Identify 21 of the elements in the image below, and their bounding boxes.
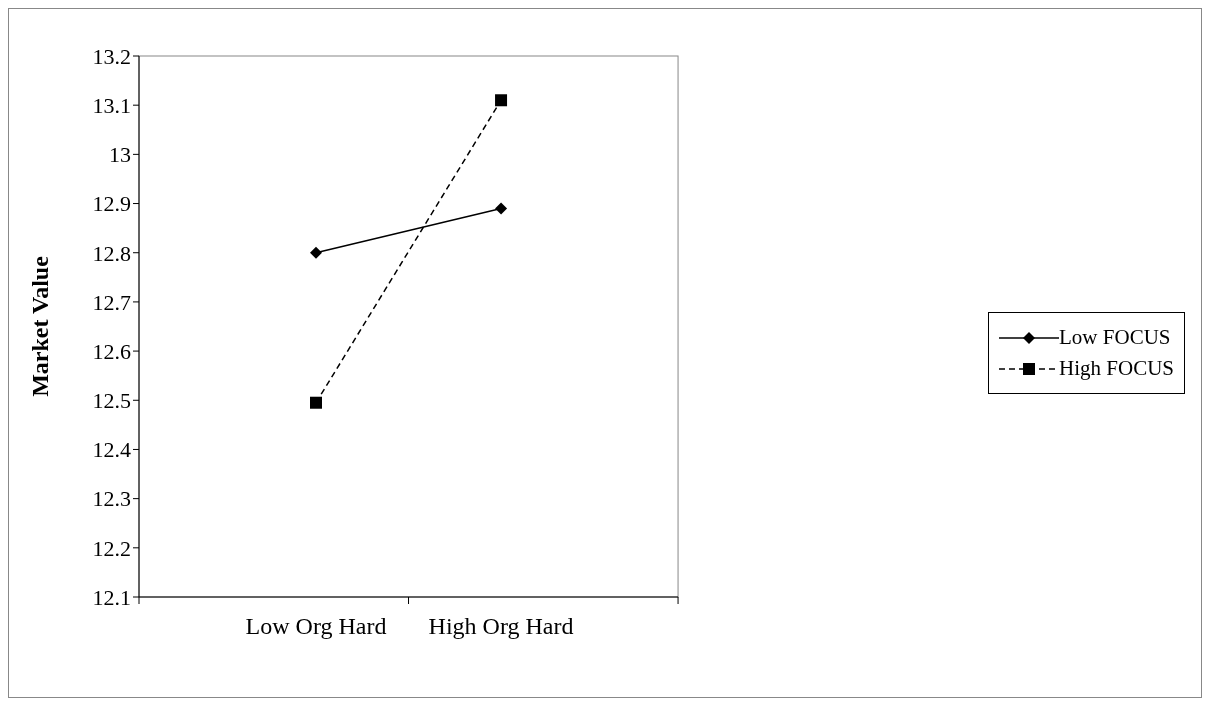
point — [495, 202, 508, 215]
y-tick-label: 12.3 — [92, 486, 131, 512]
y-tick-label: 13.2 — [92, 43, 131, 69]
y-tick-label: 12.7 — [92, 289, 131, 315]
x-tick-label: Low Org Hard — [245, 613, 387, 640]
x-tick-label: High Org Hard — [428, 613, 574, 640]
point — [495, 94, 508, 107]
y-axis-title: Market Value — [26, 255, 53, 397]
y-tick-label: 12.1 — [92, 584, 131, 610]
y-tick-label: 13.1 — [92, 92, 131, 118]
legend-label: Low FOCUS — [1059, 325, 1171, 350]
y-tick-label: 12.8 — [92, 240, 131, 266]
y-tick-label: 12.4 — [92, 437, 131, 463]
y-tick-label: 12.2 — [92, 535, 131, 561]
y-tick-label: 12.9 — [92, 191, 131, 217]
y-tick-label: 12.5 — [92, 388, 131, 414]
point — [310, 246, 322, 259]
y-tick-label: 13 — [109, 142, 131, 168]
y-tick-label: 12.6 — [92, 338, 131, 364]
point — [310, 396, 322, 409]
legend-label: High FOCUS — [1059, 356, 1174, 381]
